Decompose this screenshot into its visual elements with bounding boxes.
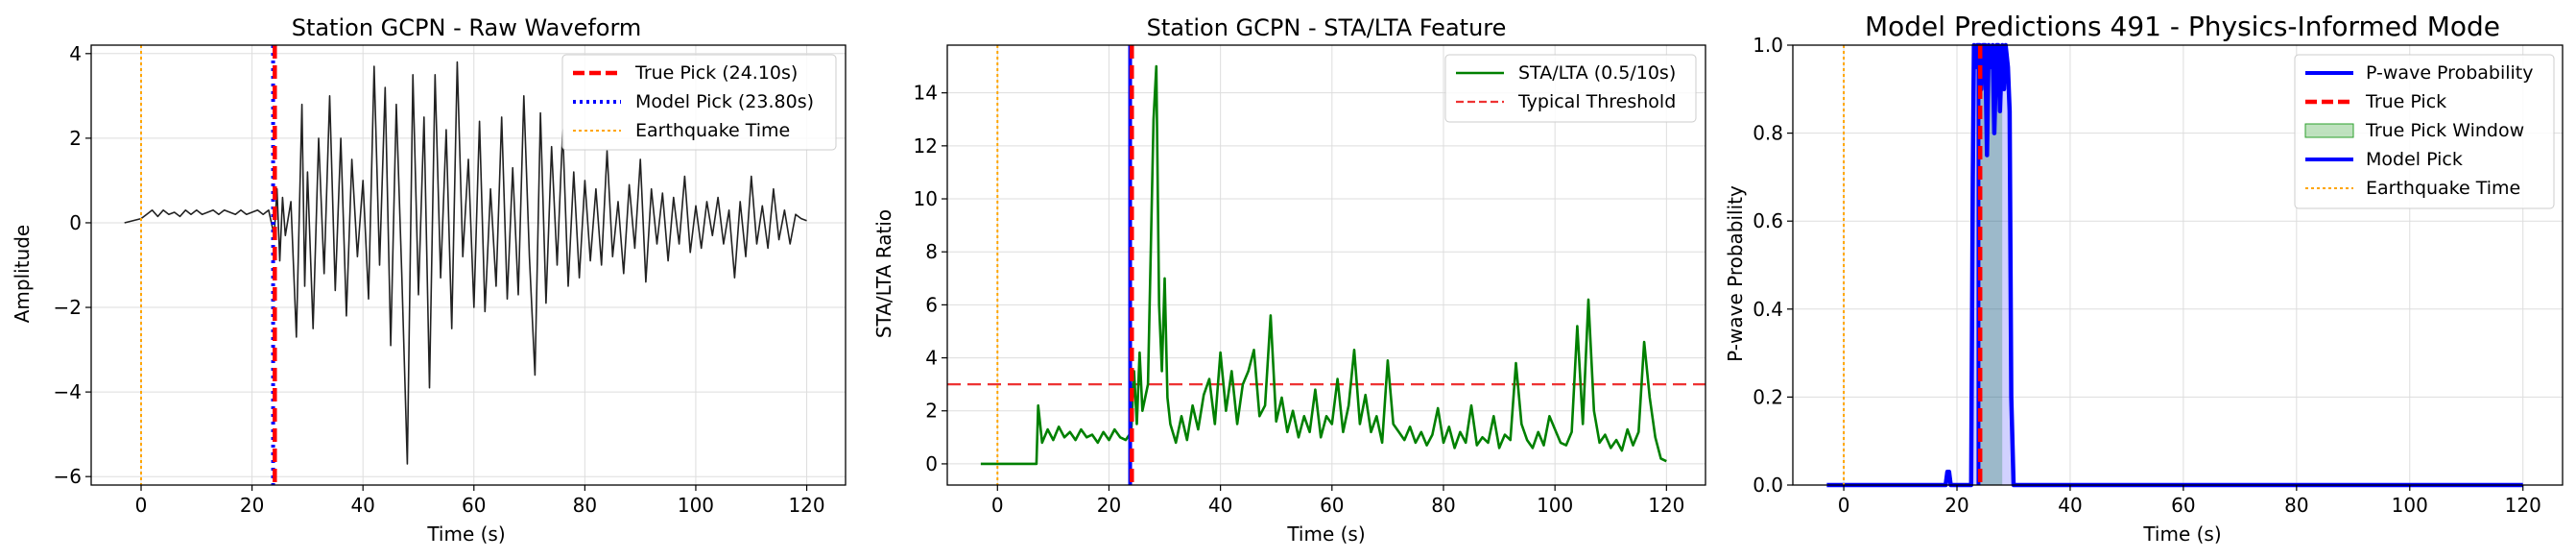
x-tick-label: 60 (462, 494, 486, 517)
y-tick-label: −2 (54, 296, 82, 319)
x-tick-label: 80 (1431, 494, 1455, 517)
legend-3-item-model-pick: Model Pick (2366, 149, 2463, 170)
panel-3-xlabel: Time (s) (2142, 523, 2221, 546)
y-tick-label: 2 (925, 400, 938, 423)
legend-2-item-sta-lta: STA/LTA (0.5/10s) (1518, 62, 1676, 84)
y-tick-label: 0 (69, 211, 82, 234)
y-tick-label: 12 (914, 134, 938, 158)
x-tick-label: 80 (573, 494, 597, 517)
panel-2-xlabel: Time (s) (1286, 523, 1365, 546)
panel-raw-waveform: Station GCPN - Raw Waveform Time (s) Amp… (11, 14, 847, 546)
x-tick-label: 60 (2171, 494, 2195, 517)
x-tick-label: 40 (350, 494, 374, 517)
legend-1-box (561, 54, 837, 151)
legend-1-swatches (573, 70, 621, 132)
x-tick-label: 120 (1648, 494, 1684, 517)
y-tick-label: 0.6 (1753, 209, 1783, 232)
x-tick-label: 40 (2058, 494, 2082, 517)
legend-swatch (2304, 123, 2354, 138)
panel-1-legend: True Pick (24.10s) Model Pick (23.80s) E… (561, 54, 837, 151)
x-tick-label: 100 (2392, 494, 2428, 517)
panel-2-grid (947, 45, 1705, 485)
x-tick-label: 80 (2284, 494, 2308, 517)
legend-2-item-threshold: Typical Threshold (1517, 91, 1676, 112)
y-tick-label: 0 (925, 452, 938, 475)
panel-1-plot-area (124, 45, 807, 485)
panel-2-axes-frame (946, 44, 1706, 486)
panel-3-title: Model Predictions 491 - Physics-Informed… (1865, 11, 2500, 42)
legend-1-item-earthquake-time: Earthquake Time (635, 120, 790, 141)
legend-3-item-true-pick: True Pick (2365, 91, 2446, 112)
panel-2-plot-area (947, 45, 1705, 485)
x-tick-label: 0 (991, 494, 1004, 517)
panel-1-grid (91, 45, 846, 485)
series-line (124, 61, 807, 465)
panel-1-ylabel: Amplitude (11, 225, 34, 324)
panel-3-ylabel: P-wave Probability (1724, 185, 1747, 362)
y-tick-label: 6 (925, 293, 938, 316)
panel-3-legend: P-wave Probability True Pick True Pick W… (2294, 54, 2555, 209)
legend-3-box (2294, 54, 2555, 209)
y-tick-label: 0.8 (1753, 122, 1783, 145)
legend-3-swatches (2304, 71, 2354, 189)
x-tick-label: 20 (1944, 494, 1968, 517)
panel-1-xlabel: Time (s) (426, 523, 505, 546)
panel-2-legend: STA/LTA (0.5/10s) Typical Threshold (1444, 54, 1697, 123)
panel-1-ticks: 0 20 40 60 80 100 120 −6 −4 −2 0 2 4 (54, 42, 825, 517)
legend-3-item-earthquake-time: Earthquake Time (2366, 178, 2520, 199)
panel-3-axes-frame (1792, 44, 2564, 486)
legend-3-item-true-pick-window: True Pick Window (2365, 120, 2524, 141)
panel-2-title: Station GCPN - STA/LTA Feature (1147, 14, 1507, 41)
panel-1-axes-frame (90, 44, 847, 486)
legend-2-swatches (1456, 71, 1504, 104)
panel-model-predictions: Model Predictions 491 - Physics-Informed… (1724, 11, 2564, 546)
panel-1-title: Station GCPN - Raw Waveform (292, 14, 642, 41)
x-tick-label: 0 (1838, 494, 1850, 517)
panel-sta-lta: Station GCPN - STA/LTA Feature Time (s) … (872, 14, 1706, 546)
x-tick-label: 60 (1320, 494, 1344, 517)
x-tick-label: 0 (135, 494, 148, 517)
y-tick-label: −6 (54, 465, 82, 488)
legend-3-item-probability: P-wave Probability (2366, 62, 2534, 84)
y-tick-label: 0.4 (1753, 298, 1783, 321)
legend-1-item-true-pick: True Pick (24.10s) (634, 62, 798, 84)
panel-2-ticks: 0 20 40 60 80 100 120 0 2 4 6 8 10 12 14 (914, 82, 1685, 517)
legend-2-box (1444, 54, 1697, 123)
y-tick-label: 10 (914, 187, 938, 210)
y-tick-label: 8 (925, 240, 938, 263)
series-line (980, 64, 1667, 466)
y-tick-label: 0.0 (1753, 474, 1783, 497)
x-tick-label: 100 (678, 494, 714, 517)
x-tick-label: 120 (2505, 494, 2541, 517)
x-tick-label: 120 (788, 494, 824, 517)
y-tick-label: 4 (925, 347, 938, 370)
legend-1-item-model-pick: Model Pick (23.80s) (635, 91, 814, 112)
x-tick-label: 20 (1097, 494, 1121, 517)
x-tick-label: 100 (1537, 494, 1573, 517)
y-tick-label: 14 (914, 82, 938, 105)
panel-3-ticks: 0 20 40 60 80 100 120 0.0 0.2 0.4 0.6 0.8 1.0 (1753, 34, 2541, 517)
probability-fill (1826, 45, 2523, 485)
y-tick-label: −4 (54, 380, 82, 403)
x-tick-label: 40 (1208, 494, 1232, 517)
y-tick-label: 0.2 (1753, 385, 1783, 408)
panel-2-ylabel: STA/LTA Ratio (872, 209, 895, 338)
x-tick-label: 20 (240, 494, 264, 517)
y-tick-label: 1.0 (1753, 34, 1783, 57)
y-tick-label: 2 (69, 127, 82, 150)
y-tick-label: 4 (69, 42, 82, 65)
